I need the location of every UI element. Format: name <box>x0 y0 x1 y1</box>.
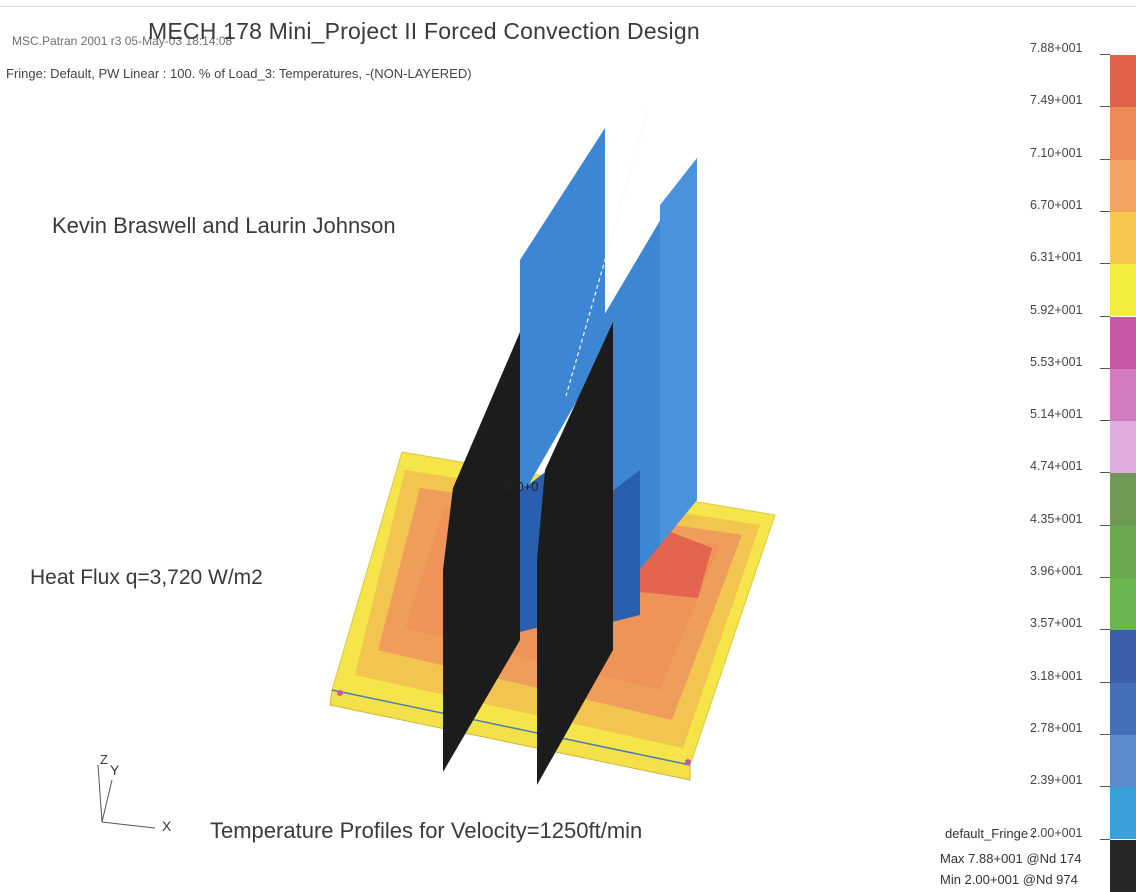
axis-y-line <box>101 779 113 823</box>
authors-label: Kevin Braswell and Laurin Johnson <box>52 213 396 238</box>
legend-tick-mark <box>1100 733 1110 735</box>
legend-swatch <box>1110 682 1136 735</box>
legend-tick-label: 4.35+001 <box>1030 511 1083 526</box>
legend-tick-label: 5.92+001 <box>1030 302 1083 317</box>
legend-tick-label: 7.10+001 <box>1030 145 1083 160</box>
legend-swatch <box>1110 839 1136 892</box>
patran-source-line: MSC.Patran 2001 r3 05-May-03 18:14:08 <box>12 34 233 48</box>
fin-back-right-shade <box>660 158 697 545</box>
legend-tick-mark <box>1100 681 1110 683</box>
plate-edge-line <box>331 689 691 766</box>
axis-z-line <box>97 764 103 823</box>
legend-tick-label: 3.18+001 <box>1030 668 1083 683</box>
legend-footer-label: default_Fringe : <box>945 826 1036 841</box>
legend-swatch <box>1110 630 1136 683</box>
legend-swatch <box>1110 211 1136 265</box>
legend-tick-mark <box>1100 315 1110 317</box>
top-border <box>0 6 1136 7</box>
fin-front-right <box>537 322 613 785</box>
legend-tick-label: 2.78+001 <box>1030 720 1083 735</box>
fin-front-left <box>443 332 520 772</box>
legend-tick-mark <box>1100 263 1110 265</box>
legend-swatch <box>1110 578 1136 631</box>
legend-swatch <box>1110 55 1136 108</box>
legend-tick-label: 4.74+001 <box>1030 459 1083 474</box>
legend-max-line: Max 7.88+001 @Nd 174 <box>940 851 1082 866</box>
legend-tick-mark <box>1100 54 1110 55</box>
legend-swatch <box>1110 264 1136 317</box>
axis-z-label: Z <box>100 752 108 767</box>
legend-tick-mark <box>1100 106 1110 108</box>
legend-swatch <box>1110 316 1136 369</box>
legend-tick-mark <box>1100 524 1110 526</box>
legend-tick-label: 7.88+001 <box>1030 41 1083 55</box>
legend-tick-mark <box>1100 472 1110 474</box>
legend-tick-mark <box>1100 786 1110 788</box>
legend-tick-label: 2.00+001 <box>1030 825 1083 840</box>
plot-title: MECH 178 Mini_Project II Forced Convecti… <box>148 18 700 44</box>
legend-tick-label: 7.49+001 <box>1030 93 1083 108</box>
legend-swatch <box>1110 421 1136 474</box>
node-label: 300+0 <box>502 479 539 494</box>
plate-corner-marker <box>337 690 343 696</box>
legend-tick-label: 5.53+001 <box>1030 354 1083 369</box>
legend-swatch <box>1110 473 1136 526</box>
legend-tick-label: 5.14+001 <box>1030 407 1083 422</box>
legend-tick-label: 3.96+001 <box>1030 564 1083 578</box>
legend-swatch <box>1110 159 1136 212</box>
legend-tick-mark <box>1100 210 1110 212</box>
legend-tick-label: 2.39+001 <box>1030 773 1083 788</box>
axis-y-label: Y <box>110 762 120 778</box>
plate-corner-marker <box>685 759 691 765</box>
legend-tick-mark <box>1100 158 1110 160</box>
legend-tick-mark <box>1100 367 1110 369</box>
legend-swatch <box>1110 368 1136 422</box>
legend-tick-mark <box>1100 838 1110 840</box>
legend-swatch <box>1110 107 1136 160</box>
fringe-description: Fringe: Default, PW Linear : 100. % of L… <box>6 66 472 81</box>
axis-x-label: X <box>162 818 172 834</box>
legend-tick-mark <box>1100 629 1110 631</box>
legend-tick-label: 6.70+001 <box>1030 197 1083 212</box>
velocity-caption: Temperature Profiles for Velocity=1250ft… <box>210 818 643 843</box>
legend-min-line: Min 2.00+001 @Nd 974 <box>940 872 1078 887</box>
legend-swatch <box>1110 734 1136 788</box>
legend-swatch <box>1110 525 1136 578</box>
legend-tick-label: 6.31+001 <box>1030 250 1083 265</box>
legend-tick-mark <box>1100 577 1110 578</box>
legend-tick-label: 3.57+001 <box>1030 616 1083 631</box>
axis-x-line <box>101 821 156 829</box>
heat-flux-label: Heat Flux q=3,720 W/m2 <box>30 566 263 589</box>
legend-tick-mark <box>1100 420 1110 422</box>
legend-swatch <box>1110 787 1136 840</box>
fin-centerline <box>565 109 649 397</box>
fin-back-left <box>520 128 605 500</box>
